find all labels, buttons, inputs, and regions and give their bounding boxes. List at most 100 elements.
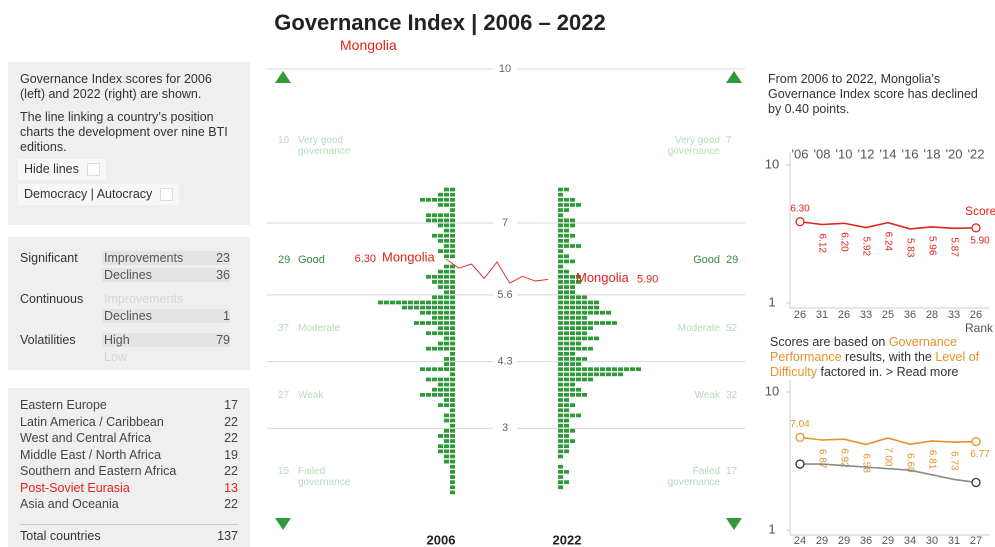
histogram-row: [558, 439, 575, 443]
histogram-row: [558, 367, 641, 372]
rank: 27: [970, 535, 982, 547]
trend-row: Declines 36: [20, 266, 238, 283]
trend-name: Declines: [104, 267, 152, 282]
tick-bg: [493, 354, 517, 369]
rank: 28: [926, 309, 938, 321]
trend-label: Volatilities: [20, 332, 76, 347]
trend-name: High: [104, 332, 130, 347]
trend-value: 23: [216, 250, 230, 265]
histogram-row: [402, 305, 455, 310]
category-count: 15: [278, 466, 290, 477]
histogram-row: [558, 280, 581, 284]
histogram-row: [438, 203, 455, 207]
rank: 26: [838, 309, 850, 321]
histogram-row: [420, 310, 455, 315]
country-name: Mongolia: [576, 270, 630, 285]
category-name: Moderate: [298, 323, 341, 334]
trend-item: High 79: [102, 332, 230, 347]
trend-item: Improvements: [102, 292, 230, 306]
histogram-row: [426, 346, 455, 351]
region-count: 22: [224, 464, 238, 478]
country-value: 5.90: [637, 273, 658, 285]
rank: 36: [860, 535, 872, 547]
category-name: Moderate: [677, 323, 720, 334]
year-label: '18: [924, 146, 941, 161]
year-label: '20: [946, 146, 963, 161]
region-name: Southern and Eastern Africa: [20, 464, 177, 478]
histogram-row: [450, 408, 455, 413]
histogram-row: [558, 274, 581, 279]
region-count: 22: [224, 497, 238, 511]
histogram-row: [450, 485, 455, 490]
histogram-row: [450, 351, 455, 356]
category-label: 10 Very good governance: [278, 135, 358, 157]
histogram-row: [432, 295, 455, 300]
checkbox[interactable]: [160, 188, 174, 201]
arrow-down[interactable]: [275, 518, 291, 530]
histogram-row: [438, 341, 455, 346]
histogram-row: [444, 357, 455, 361]
histogram-row: [558, 475, 563, 479]
histogram-row: [558, 203, 581, 207]
rank: 29: [882, 535, 894, 547]
tick-bg: [493, 421, 517, 436]
histogram-row: [444, 418, 455, 423]
arrow-up[interactable]: [275, 71, 291, 83]
histogram-row: [444, 254, 455, 259]
year-label: '16: [902, 146, 919, 161]
note: Scores are based on Governance Performan…: [770, 335, 994, 380]
region-count: 19: [224, 447, 238, 462]
year-label: '10: [836, 146, 853, 161]
histogram-row: [420, 367, 455, 372]
histogram-row: [438, 285, 455, 289]
toggle-button[interactable]: Democracy | Autocracy: [18, 184, 180, 205]
histogram-row: [438, 434, 455, 438]
end-point: [795, 459, 805, 469]
info-panel: Governance Index scores for 2006 (left) …: [8, 62, 250, 225]
arrow-up[interactable]: [726, 71, 742, 83]
note-part: results, with the: [841, 350, 936, 364]
button-label: Hide lines: [24, 162, 79, 176]
histogram-row: [558, 208, 569, 212]
y-tick-label: 3: [502, 422, 508, 434]
histogram-row: [426, 274, 455, 279]
arrow-down[interactable]: [726, 518, 742, 530]
histogram-row: [420, 197, 455, 202]
category-count: 10: [278, 135, 290, 146]
region-count: 17: [224, 398, 238, 412]
y-tick-label: 1: [768, 521, 775, 536]
category-name: Weak: [694, 390, 720, 401]
histogram-row: [558, 362, 581, 366]
tick-bg: [493, 287, 517, 302]
histogram-row: [438, 449, 455, 454]
category-name: Very good governance: [667, 135, 720, 157]
histogram-row: [444, 428, 455, 433]
category-label: Very good governance 7: [660, 135, 740, 157]
y-tick-label: 10: [765, 156, 779, 171]
series-name: Score: [965, 204, 995, 218]
histogram-row: [558, 213, 563, 218]
histogram-row: [558, 341, 581, 346]
year-label: '08: [814, 146, 831, 161]
histogram-row: [438, 223, 455, 228]
rank: 34: [904, 535, 916, 547]
histogram-row: [444, 228, 455, 233]
y-tick-label: 5.6: [497, 289, 512, 301]
total-count: 137: [217, 528, 238, 543]
trend-name: Improvements: [104, 291, 184, 306]
histogram-row: [558, 470, 569, 474]
histogram-row: [438, 326, 455, 330]
category-count: 52: [726, 323, 738, 334]
histogram-row: [444, 459, 455, 464]
trend-row: Volatilities High 79: [20, 331, 238, 348]
histogram-row: [558, 485, 563, 490]
region-name: Asia and Oceania: [20, 497, 119, 511]
histogram-row: [558, 269, 569, 274]
checkbox[interactable]: [86, 163, 100, 176]
histogram-row: [444, 290, 455, 295]
toggle-button[interactable]: Hide lines: [18, 159, 106, 180]
year-label: 2022: [553, 532, 582, 547]
value-label: 6.12: [816, 233, 827, 253]
histogram-row: [444, 362, 455, 366]
